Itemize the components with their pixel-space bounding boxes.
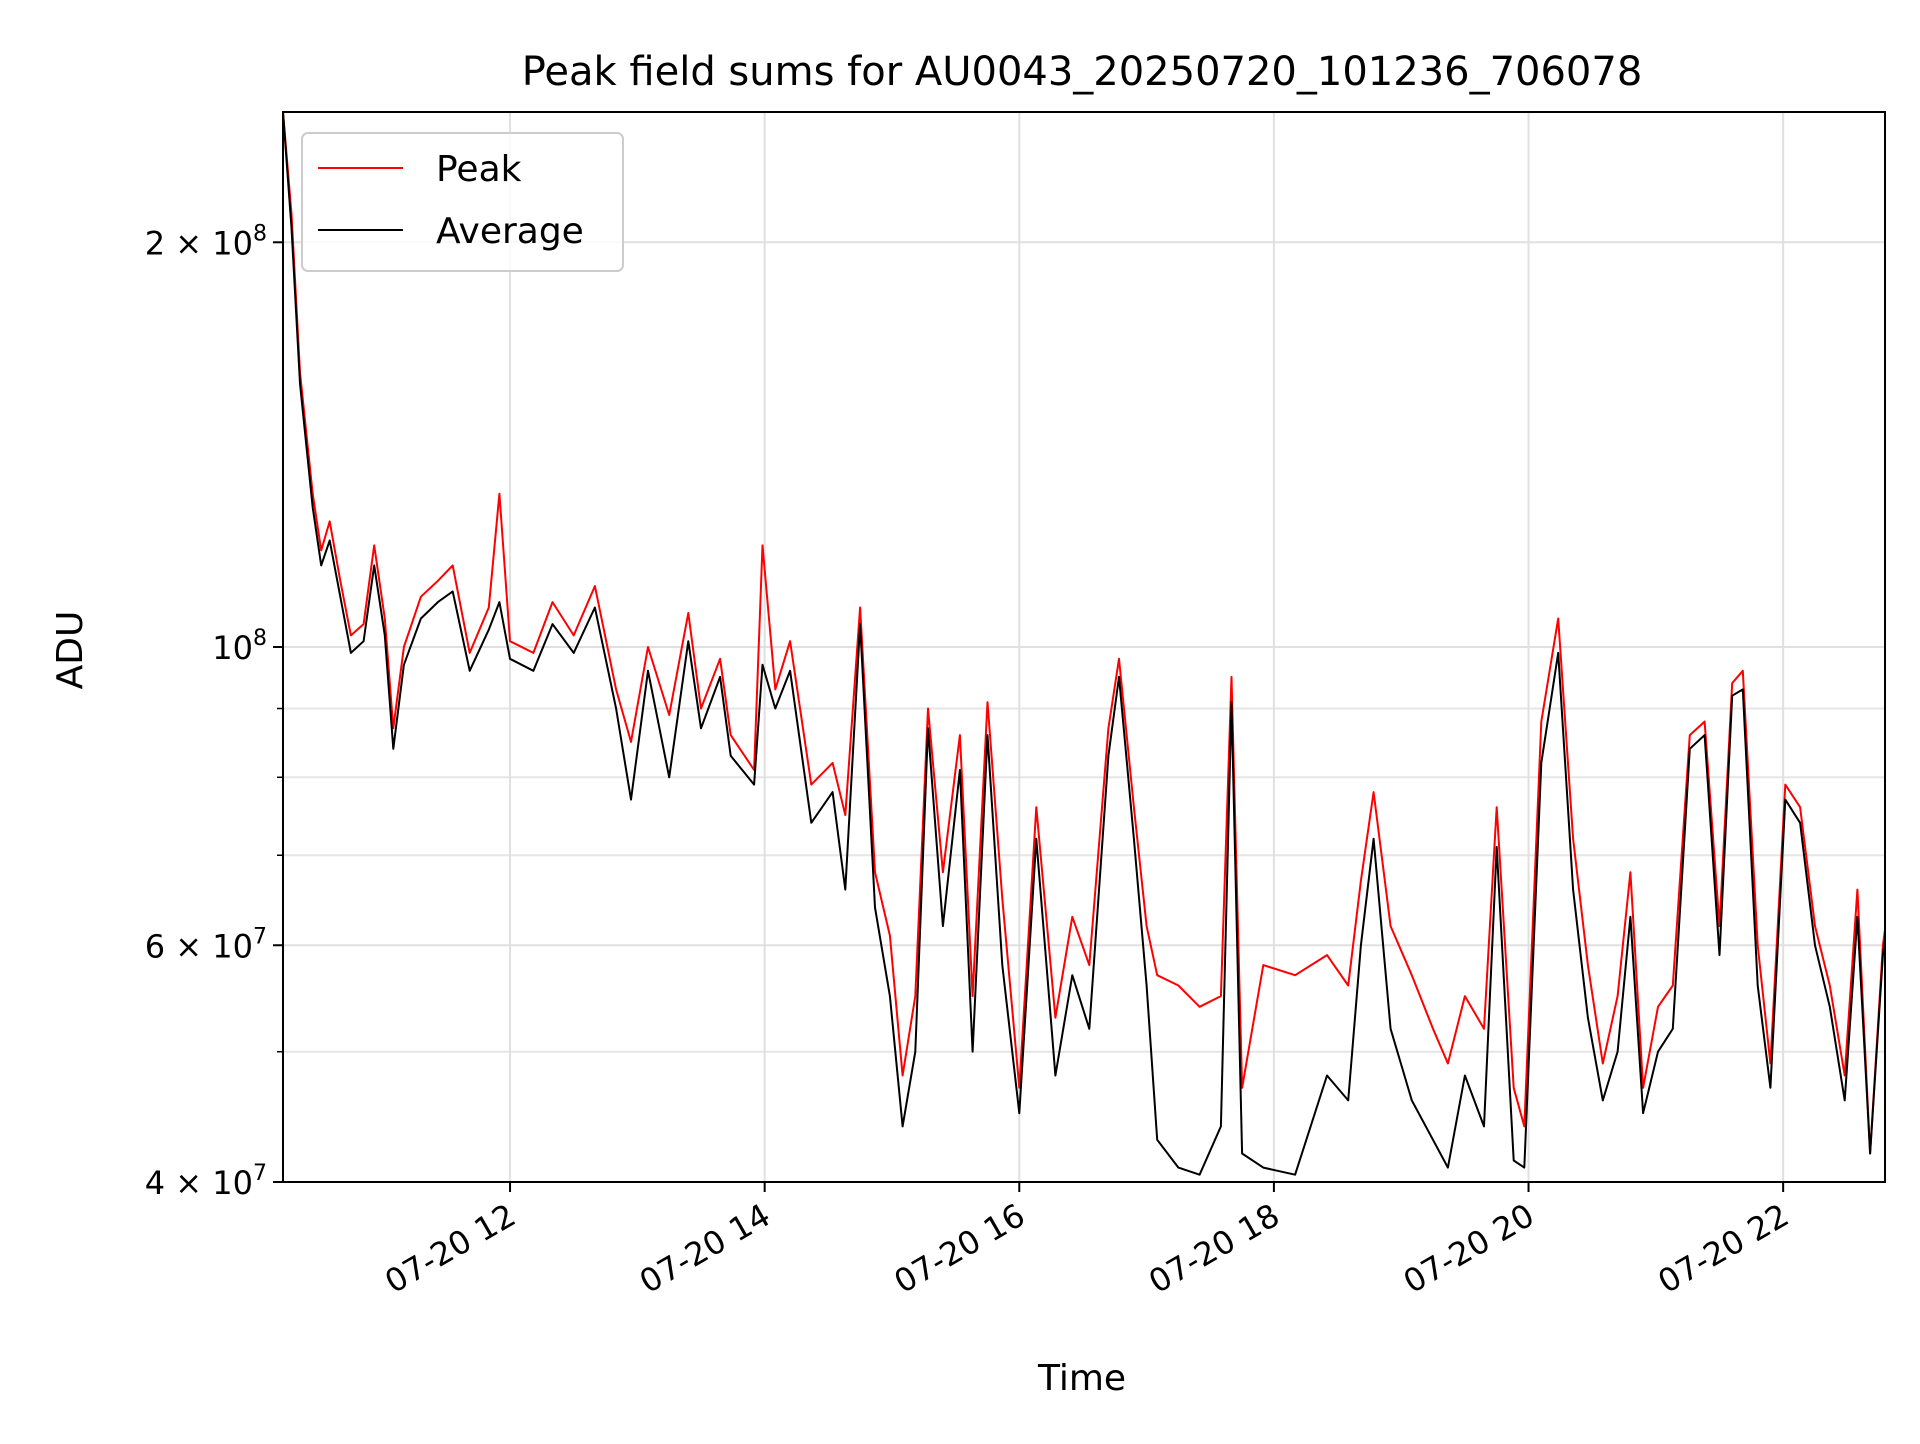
series-line-peak: [283, 112, 1885, 1155]
y-tick-label: 4 × 107: [145, 1161, 267, 1202]
y-tick-label: 2 × 108: [145, 221, 267, 262]
x-axis-label: Time: [1037, 1358, 1126, 1399]
x-tick-label: 07-20 18: [1142, 1196, 1286, 1301]
x-tick-label: 07-20 16: [888, 1196, 1032, 1301]
x-tick-label: 07-20 20: [1397, 1196, 1541, 1301]
legend-label-peak: Peak: [436, 149, 522, 190]
legend: Peak Average: [301, 132, 624, 272]
y-axis-label: ADU: [50, 611, 91, 690]
y-tick-label: 108: [212, 626, 267, 667]
legend-label-average: Average: [436, 211, 584, 252]
chart-title: Peak field sums for AU0043_20250720_1012…: [522, 49, 1643, 95]
x-tick-label: 07-20 14: [633, 1196, 777, 1301]
y-tick-label: 6 × 107: [145, 924, 267, 965]
x-tick-label: 07-20 12: [378, 1196, 522, 1301]
y-axis-ticks: 4 × 107 6 × 107 108 2 × 108: [145, 221, 283, 1202]
x-axis-ticks: 07-20 12 07-20 14 07-20 16 07-20 18 07-20 20…: [378, 1182, 1795, 1301]
series-layer: [283, 112, 1885, 1176]
x-tick-label: 07-20 22: [1652, 1196, 1796, 1301]
series-line-average: [283, 112, 1885, 1176]
